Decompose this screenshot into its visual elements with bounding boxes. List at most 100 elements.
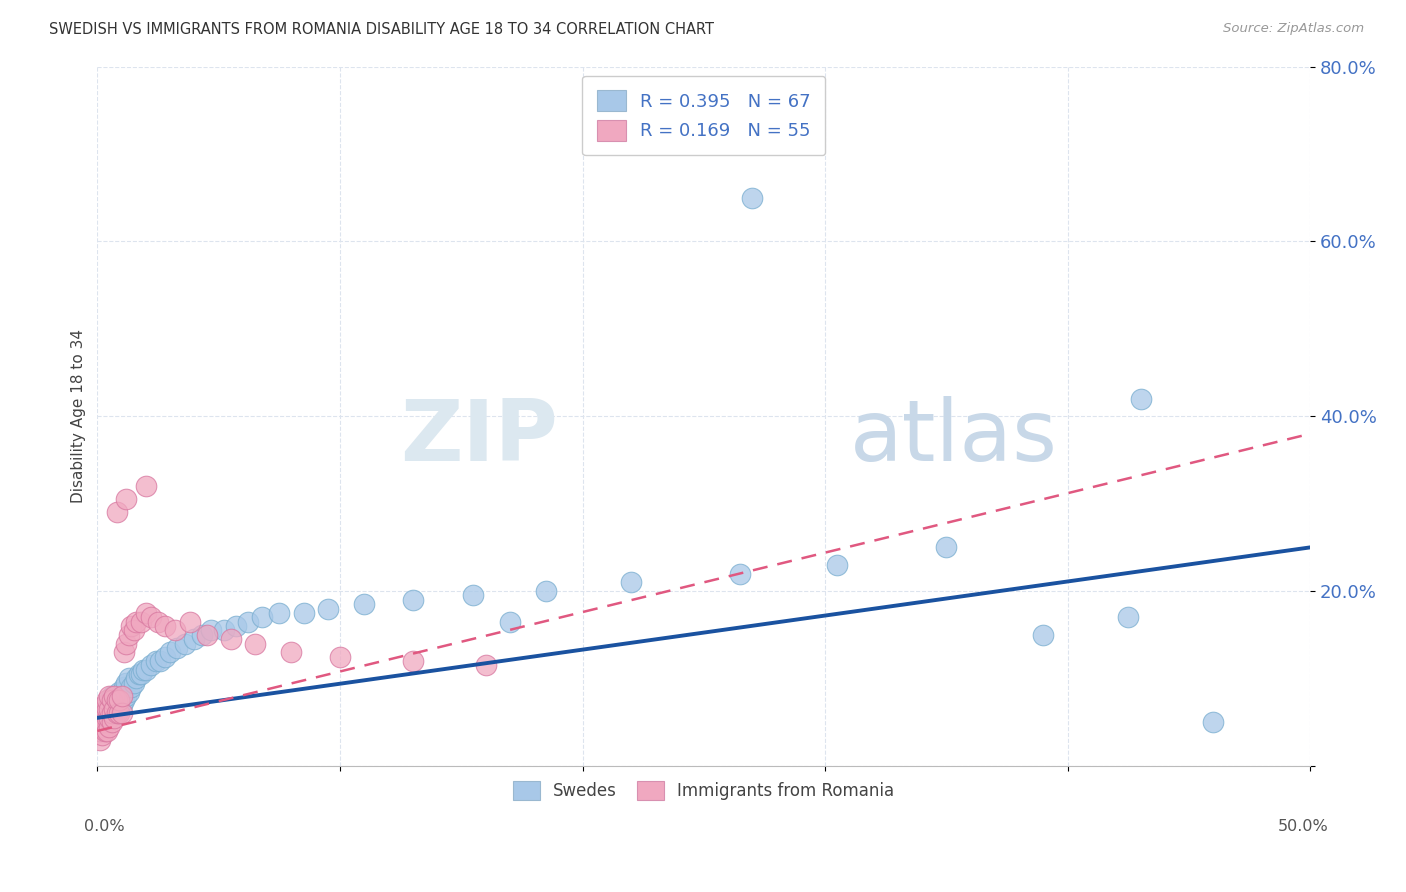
Point [93,723,115,738]
Point [110,706,132,721]
Point [120,680,142,694]
Point [98,693,121,707]
Point [163,624,186,638]
Point [728,566,751,581]
Point [402,654,425,668]
Point [155,619,177,633]
Point [101,715,124,730]
Point [125,615,148,629]
Point [91,720,114,734]
Point [122,676,145,690]
Point [146,615,169,629]
Point [112,680,135,694]
Point [620,575,643,590]
Point [166,640,188,655]
Point [89,711,111,725]
Point [118,628,141,642]
Point [98,689,121,703]
Text: 0.0%: 0.0% [84,820,125,834]
Point [91,706,114,721]
Text: Source: ZipAtlas.com: Source: ZipAtlas.com [1223,22,1364,36]
Text: SWEDISH VS IMMIGRANTS FROM ROMANIA DISABILITY AGE 18 TO 34 CORRELATION CHART: SWEDISH VS IMMIGRANTS FROM ROMANIA DISAB… [49,22,714,37]
Point [105,702,128,716]
Point [103,711,125,725]
Point [200,624,222,638]
Point [219,632,242,647]
Point [122,624,145,638]
Point [105,505,128,519]
Point [103,689,125,703]
Point [93,715,115,730]
Point [316,601,339,615]
Point [129,615,152,629]
Point [195,628,218,642]
Point [827,558,849,572]
Point [110,684,132,698]
Point [128,667,150,681]
Point [103,706,125,721]
Point [155,649,177,664]
Point [402,592,425,607]
Point [98,720,121,734]
Point [98,702,121,716]
Point [292,606,315,620]
Point [91,720,114,734]
Point [118,684,141,698]
Point [353,597,375,611]
Point [89,706,111,721]
Point [190,628,212,642]
Point [463,589,485,603]
Y-axis label: Disability Age 18 to 34: Disability Age 18 to 34 [72,329,86,503]
Point [89,723,111,738]
Point [91,728,114,742]
Point [96,702,118,716]
Point [149,654,172,668]
Point [139,658,162,673]
Point [243,636,266,650]
Point [91,702,114,716]
Point [252,610,274,624]
Point [108,698,131,712]
Point [135,663,157,677]
Text: ZIP: ZIP [401,396,558,479]
Point [1032,628,1054,642]
Point [212,624,235,638]
Point [96,693,118,707]
Point [96,711,118,725]
Point [125,672,148,686]
Point [93,706,115,721]
Point [103,693,125,707]
Text: 50.0%: 50.0% [1278,820,1329,834]
Point [173,636,195,650]
Point [110,698,132,712]
Point [115,492,138,507]
Point [101,706,124,721]
Point [118,672,141,686]
Point [89,715,111,730]
Point [135,479,157,493]
Point [105,706,128,721]
Point [105,693,128,707]
Point [280,645,302,659]
Point [93,698,115,712]
Point [741,191,763,205]
Point [499,615,522,629]
Point [110,689,132,703]
Point [91,711,114,725]
Point [329,649,352,664]
Point [101,711,124,725]
Point [1129,392,1152,406]
Point [98,702,121,716]
Point [474,658,496,673]
Point [96,702,118,716]
Point [98,711,121,725]
Point [115,676,138,690]
Point [269,606,291,620]
Point [101,693,124,707]
Point [89,723,111,738]
Point [129,667,152,681]
Point [159,645,181,659]
Point [93,715,115,730]
Point [1118,610,1140,624]
Point [225,619,247,633]
